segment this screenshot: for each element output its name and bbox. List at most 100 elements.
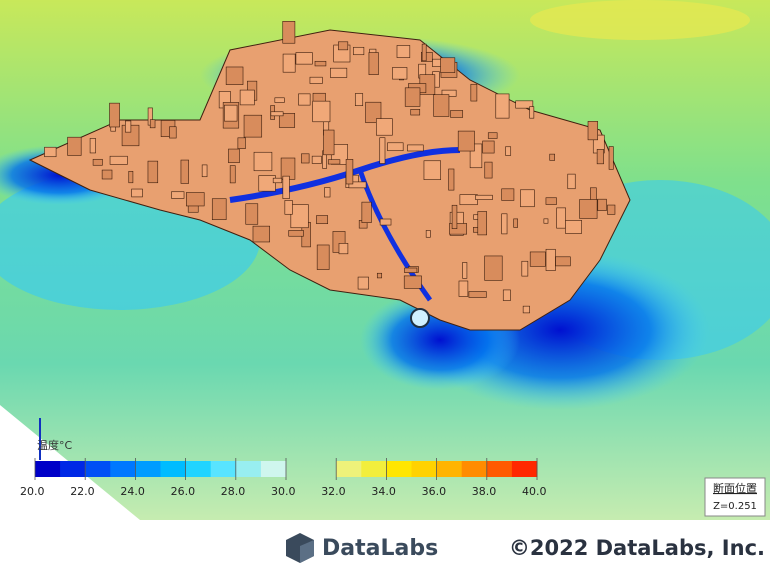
color-bar-label: 34.0 — [371, 485, 396, 498]
building — [521, 260, 529, 277]
building — [450, 110, 464, 118]
building — [125, 120, 132, 133]
building — [549, 153, 555, 161]
building — [597, 198, 607, 211]
color-bar-label: 26.0 — [171, 485, 196, 498]
legend-label: 温度°C — [37, 439, 72, 452]
building — [169, 126, 177, 139]
building — [284, 200, 293, 215]
color-bar-label: 24.0 — [120, 485, 144, 498]
building — [410, 109, 421, 116]
building — [278, 113, 296, 128]
building — [470, 83, 478, 102]
building — [357, 276, 369, 290]
building — [482, 140, 495, 154]
building — [228, 148, 240, 164]
building — [379, 137, 386, 164]
building-group — [44, 21, 616, 314]
brand: DataLabs — [322, 536, 438, 561]
building — [229, 165, 236, 184]
building — [272, 177, 283, 184]
section-value: Z=0.251 — [713, 501, 757, 512]
building — [458, 280, 469, 297]
building — [545, 248, 556, 271]
color-bar-segment — [486, 461, 513, 477]
building — [92, 158, 103, 166]
building — [459, 194, 478, 206]
building — [282, 175, 290, 199]
building — [128, 170, 134, 184]
building — [345, 159, 354, 185]
building — [312, 100, 331, 123]
building — [421, 43, 427, 62]
building — [404, 87, 421, 107]
building — [468, 291, 487, 298]
building — [403, 275, 422, 289]
building — [354, 93, 364, 106]
color-bar-segment — [411, 461, 438, 477]
building — [109, 155, 128, 165]
warm-zone — [530, 0, 750, 40]
color-bar-label: 40.0 — [522, 485, 547, 498]
building — [365, 101, 382, 124]
color-bar-segment — [185, 461, 212, 477]
building — [379, 218, 392, 226]
building — [298, 93, 311, 106]
river — [229, 147, 461, 203]
building — [587, 121, 598, 141]
section-title: 断面位置 — [713, 482, 757, 495]
building — [484, 255, 503, 281]
building — [288, 230, 304, 237]
building — [361, 201, 372, 223]
color-bar-label: 38.0 — [472, 485, 497, 498]
building — [376, 118, 393, 136]
building — [171, 191, 185, 199]
building — [484, 161, 493, 179]
color-bar-label: 36.0 — [422, 485, 447, 498]
building — [243, 114, 263, 138]
color-bar-label: 22.0 — [70, 485, 95, 498]
color-bar: 20.0 22.0 24.0 26.0 28.0 30.0 32.0 34.0 36.0 38.0… — [20, 458, 547, 498]
building — [252, 225, 271, 243]
building — [529, 106, 535, 119]
color-bar-label: 32.0 — [321, 485, 346, 498]
building — [545, 197, 557, 205]
building — [608, 146, 614, 170]
color-bar-segment — [60, 461, 86, 477]
building — [387, 142, 404, 152]
building — [502, 289, 511, 301]
building — [596, 149, 604, 165]
building — [404, 267, 418, 273]
building — [186, 192, 205, 207]
building — [567, 173, 576, 190]
building — [316, 244, 330, 270]
building — [282, 53, 296, 73]
color-bar-segment — [35, 461, 61, 477]
building — [274, 97, 285, 103]
building — [421, 51, 433, 62]
color-bar-segment — [336, 461, 362, 477]
color-bar-segment — [386, 461, 412, 477]
color-bar-segment — [361, 461, 387, 477]
building — [149, 119, 156, 129]
building — [270, 111, 284, 117]
building — [607, 204, 616, 215]
building — [407, 144, 424, 152]
building — [543, 218, 549, 224]
building — [462, 262, 468, 279]
logo — [286, 533, 314, 563]
color-bar-segment — [260, 461, 287, 477]
color-bar-segment — [235, 461, 262, 477]
building — [180, 159, 189, 184]
color-bar-segment — [135, 461, 161, 477]
building — [513, 218, 518, 228]
building — [211, 198, 227, 221]
building — [440, 57, 456, 73]
building — [101, 169, 113, 180]
color-bar-label: 20.0 — [20, 485, 45, 498]
color-bar-segment — [511, 461, 538, 477]
building — [301, 153, 310, 164]
building — [469, 143, 483, 169]
building — [501, 188, 515, 201]
